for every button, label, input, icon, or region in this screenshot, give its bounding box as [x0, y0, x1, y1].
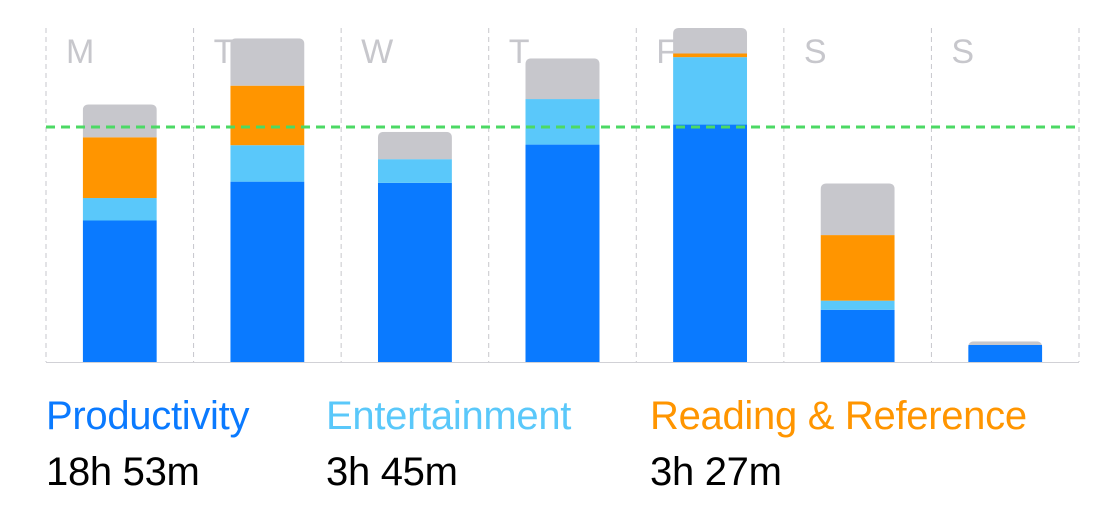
bar-segment-reading-reference: [230, 85, 305, 146]
bar-segment-entertainment: [525, 99, 600, 145]
bar-segment-productivity: [820, 309, 895, 362]
category-legend: Productivity 18h 53m Entertainment 3h 45…: [0, 392, 1118, 512]
bar-segment-entertainment: [230, 145, 305, 182]
bar-segment-entertainment: [673, 57, 748, 125]
bar-segment-productivity: [377, 182, 452, 362]
bar-segment-entertainment: [82, 198, 157, 221]
bar-segment-productivity: [82, 220, 157, 362]
bar-segment-other: [673, 28, 748, 54]
bar-segment-productivity: [230, 181, 305, 362]
day-label: W: [361, 33, 393, 71]
bar-segment-productivity: [525, 144, 600, 362]
legend-item-reading-reference: Reading & Reference 3h 27m: [650, 392, 1027, 496]
legend-value-productivity: 18h 53m: [46, 450, 200, 494]
legend-item-productivity: Productivity 18h 53m: [46, 392, 249, 496]
legend-value-entertainment: 3h 45m: [326, 450, 458, 494]
legend-item-entertainment: Entertainment 3h 45m: [326, 392, 571, 496]
day-label: F: [656, 33, 677, 71]
legend-value-reading-reference: 3h 27m: [650, 450, 782, 494]
bar-segment-other: [820, 183, 895, 236]
bar-segment-other: [377, 131, 452, 160]
legend-label-productivity: Productivity: [46, 394, 250, 438]
day-label: S: [951, 33, 974, 71]
bar-segment-productivity: [968, 344, 1043, 362]
legend-label-reading-reference: Reading & Reference: [650, 394, 1027, 438]
day-label: T: [509, 33, 530, 71]
bar-segment-other: [230, 38, 305, 86]
bar-segment-entertainment: [377, 159, 452, 183]
day-label: S: [804, 33, 827, 71]
bar-segment-entertainment: [820, 300, 895, 310]
day-label: T: [214, 33, 235, 71]
bar-segment-productivity: [673, 124, 748, 362]
bar-segment-reading-reference: [673, 53, 748, 58]
day-label: M: [66, 33, 94, 71]
bar-segment-other: [968, 341, 1043, 345]
bar-segment-reading-reference: [82, 137, 157, 199]
legend-label-entertainment: Entertainment: [326, 394, 572, 438]
bar-segment-reading-reference: [820, 235, 895, 301]
bar-segment-other: [82, 104, 157, 138]
bar-segment-other: [525, 58, 600, 100]
